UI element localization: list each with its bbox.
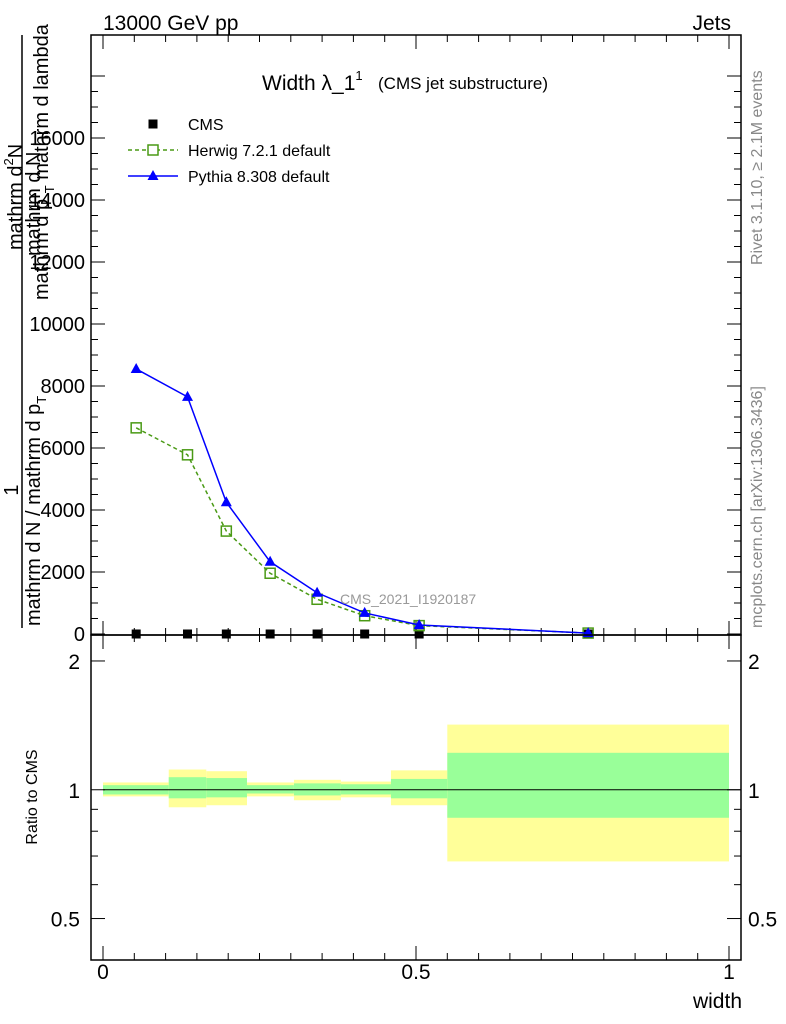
data-point bbox=[264, 567, 276, 579]
main-panel: 0 2000 4000 6000 8000 10000 12000 14000 16000 CM… bbox=[1, 23, 742, 646]
y-tick-label: 12000 bbox=[29, 252, 85, 274]
y-tick-label: 14000 bbox=[29, 190, 85, 212]
ratio-y-tick-label: 1 bbox=[68, 780, 80, 803]
legend-marker bbox=[147, 144, 159, 156]
data-point bbox=[311, 586, 323, 597]
ylabel-left-den: mathrm d N / mathrm d pT bbox=[23, 396, 49, 626]
x-tick-label: 1 bbox=[723, 961, 735, 984]
ylabel-right-num-part: mathrm d bbox=[5, 166, 27, 250]
y-tick-label: 0 bbox=[74, 624, 85, 646]
ylabel-right-num-suffix: N bbox=[5, 144, 27, 158]
data-point bbox=[359, 606, 371, 617]
ylabel-right-den-line: mathrm d p T mathrm d lambda bbox=[31, 23, 57, 300]
series-pythia-8-308-default bbox=[130, 362, 594, 638]
data-point bbox=[181, 449, 194, 461]
ratio-band-inner bbox=[168, 777, 207, 799]
legend-item: CMS bbox=[148, 117, 224, 134]
data-point bbox=[131, 629, 141, 639]
legend-label: CMS bbox=[188, 117, 224, 134]
y-tick-label: 16000 bbox=[29, 128, 85, 150]
y-tick-label: 2000 bbox=[41, 562, 86, 584]
data-point bbox=[413, 619, 425, 630]
ratio-y-tick-label-right: 2 bbox=[748, 651, 760, 674]
y-axis-label: 1 mathrm d N mathrm d N / mathrm d pT ma… bbox=[1, 23, 57, 628]
x-axis-label: width bbox=[692, 990, 742, 1013]
ratio-y-tick-label-right: 0.5 bbox=[748, 909, 777, 932]
x-axis: 0 0.5 1 bbox=[97, 635, 735, 984]
chart-title-main: Width λ_1 bbox=[262, 72, 355, 95]
data-point bbox=[130, 422, 142, 434]
y-tick-label: 10000 bbox=[29, 314, 85, 336]
data-point bbox=[221, 629, 231, 639]
legend-item: Pythia 8.308 default bbox=[128, 169, 330, 186]
series-line bbox=[135, 427, 589, 634]
legend: CMS Herwig 7.2.1 default Pythia 8.308 defa… bbox=[128, 117, 331, 186]
legend-item: Herwig 7.2.1 default bbox=[128, 143, 331, 160]
y-tick-label: 4000 bbox=[41, 500, 86, 522]
data-point bbox=[414, 629, 424, 639]
ratio-y-tick-label: 0.5 bbox=[51, 909, 80, 932]
data-point bbox=[182, 390, 194, 401]
ratio-y-tick-label-right: 1 bbox=[748, 780, 760, 803]
main-y-axis: 0 2000 4000 6000 8000 10000 12000 14000 16000 bbox=[29, 35, 741, 646]
ylabel-right-num-line: mathrm d2N bbox=[1, 144, 27, 250]
ratio-band-inner bbox=[206, 778, 247, 798]
chart-title: Width λ_11 bbox=[262, 68, 363, 95]
chart-subtitle: (CMS jet substructure) bbox=[378, 74, 548, 93]
ylabel-right-den-sub: T bbox=[42, 185, 57, 193]
ratio-band-inner bbox=[390, 778, 448, 799]
ratio-panel: 0.5 0.51 12 2 0 0.5 1 Ratio to CMS width bbox=[24, 634, 777, 1013]
mcplots-label: mcplots.cern.ch [arXiv:1306.3436] bbox=[749, 386, 766, 628]
legend-label: Herwig 7.2.1 default bbox=[188, 143, 331, 160]
data-point bbox=[312, 629, 322, 639]
watermark: CMS_2021_I1920187 bbox=[340, 591, 476, 607]
data-point bbox=[264, 555, 276, 566]
data-point bbox=[220, 496, 232, 507]
ylabel-right-num-sup: 2 bbox=[1, 158, 16, 165]
y-tick-label: 8000 bbox=[41, 376, 86, 398]
ylabel-right-den-part: mathrm d p bbox=[31, 193, 53, 300]
legend-marker bbox=[147, 170, 159, 180]
legend-label: Pythia 8.308 default bbox=[188, 169, 330, 186]
ratio-ylabel: Ratio to CMS bbox=[24, 749, 41, 844]
ratio-y-axis: 0.5 0.5 1 1 2 2 bbox=[51, 651, 777, 932]
series-cms bbox=[131, 629, 593, 639]
data-point bbox=[130, 362, 142, 373]
ratio-band-inner bbox=[447, 752, 729, 818]
series-line bbox=[135, 368, 589, 634]
data-point bbox=[265, 629, 275, 639]
ylabel-left-den-sub: T bbox=[34, 396, 49, 404]
x-tick-label: 0.5 bbox=[401, 961, 430, 984]
chart-title-sup: 1 bbox=[355, 68, 362, 83]
data-point bbox=[183, 629, 193, 639]
ylabel-left-num: mathrm d N bbox=[23, 152, 45, 256]
ylabel-right-den-suffix: mathrm d lambda bbox=[31, 23, 53, 185]
y-tick-label: 6000 bbox=[41, 438, 86, 460]
ratio-y-tick-label: 2 bbox=[68, 651, 80, 674]
data-point bbox=[360, 629, 370, 639]
x-tick-label: 0 bbox=[97, 961, 109, 984]
data-point bbox=[220, 525, 233, 537]
header-right: Jets bbox=[692, 12, 731, 35]
ylabel-one: 1 bbox=[1, 484, 23, 495]
legend-marker bbox=[148, 119, 158, 129]
rivet-label: Rivet 3.1.10, ≥ 2.1M events bbox=[749, 70, 766, 265]
header-left: 13000 GeV pp bbox=[103, 12, 238, 35]
